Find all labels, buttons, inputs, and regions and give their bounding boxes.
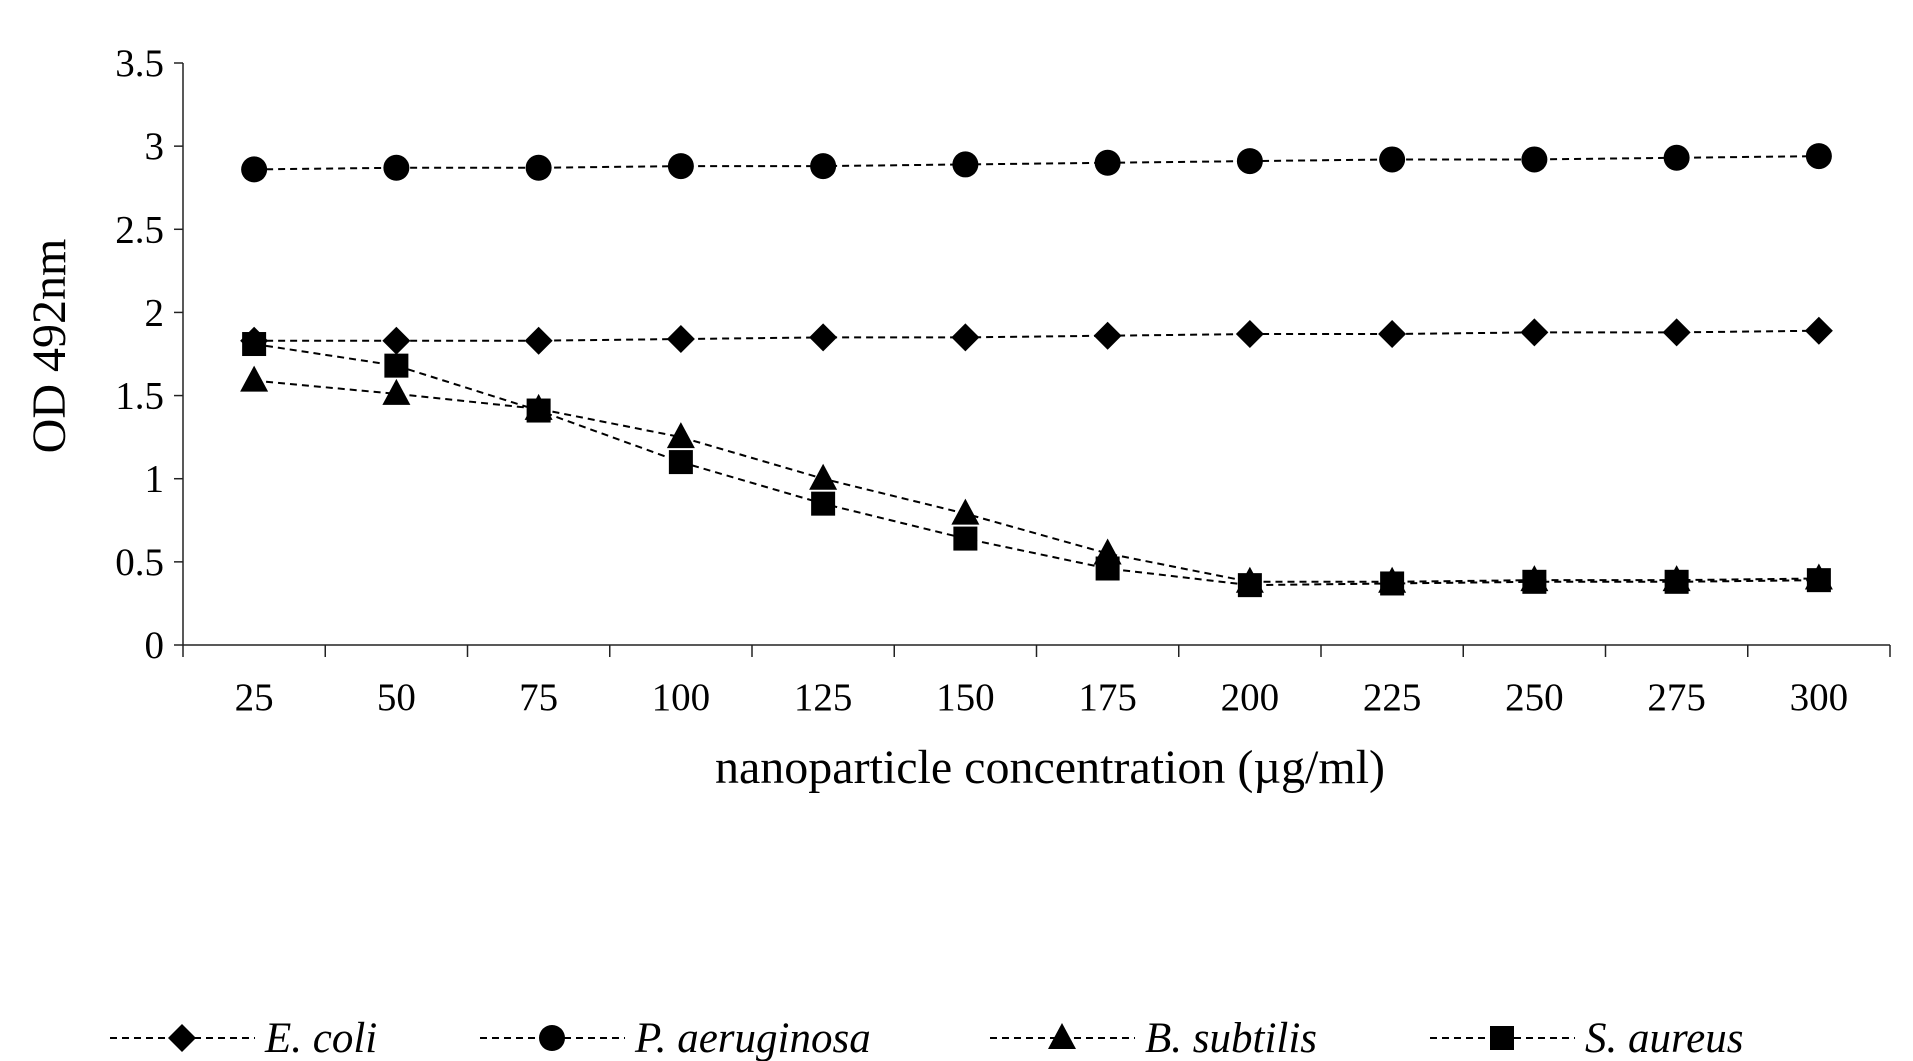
x-tick-label: 300 — [1790, 676, 1849, 719]
legend-item-b-subtilis: B. subtilis — [990, 1015, 1317, 1061]
data-point-e-coli — [382, 326, 411, 355]
legend-item-e-coli: E. coli — [110, 1015, 377, 1061]
y-tick-label: 3 — [145, 125, 165, 168]
x-tick-label: 125 — [794, 676, 853, 719]
data-point-b-subtilis — [240, 365, 269, 392]
data-point-e-coli — [1662, 318, 1691, 347]
data-point-e-coli — [524, 326, 553, 355]
data-point-s-aureus — [811, 491, 836, 516]
x-tick-label: 275 — [1647, 676, 1706, 719]
series-layer — [240, 143, 1833, 598]
series-line-b-subtilis — [254, 379, 1819, 583]
x-tick-label: 150 — [936, 676, 995, 719]
y-axis-title: OD 492nm — [23, 239, 76, 454]
series-line-p-aeruginosa — [254, 155, 1819, 171]
x-tick-label: 25 — [235, 676, 274, 719]
y-tick-labels: 0 0.5 1 1.5 2 2.5 3 3.5 — [115, 42, 164, 667]
data-point-p-aeruginosa — [1521, 146, 1548, 173]
data-point-p-aeruginosa — [952, 151, 979, 178]
x-tick-label: 225 — [1363, 676, 1422, 719]
x-tick-label: 250 — [1505, 676, 1564, 719]
x-tick-label: 200 — [1221, 676, 1280, 719]
data-point-e-coli — [1520, 318, 1549, 347]
data-point-e-coli — [809, 323, 838, 352]
data-point-p-aeruginosa — [667, 153, 694, 180]
series-b-subtilis — [240, 365, 1833, 593]
x-tick-labels: 25 50 75 100 125 150 175 200 225 250 275 300 — [235, 676, 1849, 719]
x-tick-label: 175 — [1078, 676, 1137, 719]
data-point-p-aeruginosa — [1805, 143, 1832, 170]
series-e-coli — [240, 316, 1833, 355]
y-tick-label: 2 — [145, 291, 165, 334]
x-tick-label: 100 — [652, 676, 711, 719]
data-point-p-aeruginosa — [383, 154, 410, 181]
data-point-p-aeruginosa — [241, 156, 268, 183]
data-point-s-aureus — [1806, 568, 1831, 593]
data-point-s-aureus — [668, 450, 693, 475]
series-line-e-coli — [254, 329, 1819, 342]
y-tick-label: 0.5 — [115, 541, 164, 584]
legend-marker-square — [1490, 1026, 1514, 1050]
data-point-e-coli — [666, 325, 695, 354]
data-point-s-aureus — [1237, 573, 1262, 598]
legend-marker-diamond — [168, 1024, 196, 1052]
data-point-b-subtilis — [809, 463, 838, 490]
data-point-s-aureus — [1095, 556, 1120, 581]
data-point-s-aureus — [1522, 569, 1547, 594]
data-point-p-aeruginosa — [1236, 148, 1263, 175]
y-tick-label: 0 — [145, 624, 165, 667]
series-s-aureus — [242, 332, 1831, 598]
legend: E. coli P. aeruginosa B. subtilis S. aureus — [110, 1015, 1743, 1061]
data-point-p-aeruginosa — [1379, 146, 1406, 173]
legend-marker-circle — [539, 1025, 565, 1051]
x-tick-label: 75 — [519, 676, 558, 719]
x-axis-title: nanoparticle concentration (µg/ml) — [715, 741, 1385, 794]
data-point-p-aeruginosa — [1663, 144, 1690, 171]
data-point-b-subtilis — [666, 422, 695, 449]
data-point-p-aeruginosa — [525, 154, 552, 181]
data-point-s-aureus — [1380, 571, 1405, 596]
data-point-e-coli — [951, 323, 980, 352]
data-point-e-coli — [1235, 320, 1264, 349]
legend-label: E. coli — [264, 1015, 377, 1061]
legend-item-s-aureus: S. aureus — [1430, 1015, 1743, 1061]
axes — [174, 62, 1891, 657]
data-point-e-coli — [1093, 321, 1122, 350]
data-point-e-coli — [1378, 320, 1407, 349]
data-point-s-aureus — [242, 332, 267, 357]
legend-label: B. subtilis — [1145, 1015, 1317, 1061]
data-point-p-aeruginosa — [1094, 149, 1121, 176]
series-p-aeruginosa — [241, 143, 1832, 183]
x-tick-label: 50 — [377, 676, 416, 719]
y-tick-label: 2.5 — [115, 208, 164, 251]
data-point-p-aeruginosa — [810, 153, 837, 180]
y-tick-label: 1.5 — [115, 375, 164, 418]
data-point-s-aureus — [384, 353, 409, 378]
data-point-s-aureus — [526, 398, 551, 423]
legend-label: P. aeruginosa — [634, 1015, 871, 1061]
series-line-s-aureus — [253, 343, 1819, 587]
legend-marker-triangle — [1048, 1023, 1076, 1049]
data-point-s-aureus — [1664, 569, 1689, 594]
y-tick-label: 1 — [145, 458, 165, 501]
data-point-e-coli — [1804, 316, 1833, 345]
data-point-b-subtilis — [951, 498, 980, 525]
legend-label: S. aureus — [1585, 1015, 1743, 1061]
data-point-s-aureus — [953, 526, 978, 551]
y-tick-label: 3.5 — [115, 42, 164, 85]
data-point-b-subtilis — [382, 378, 411, 405]
legend-item-p-aeruginosa: P. aeruginosa — [480, 1015, 871, 1061]
